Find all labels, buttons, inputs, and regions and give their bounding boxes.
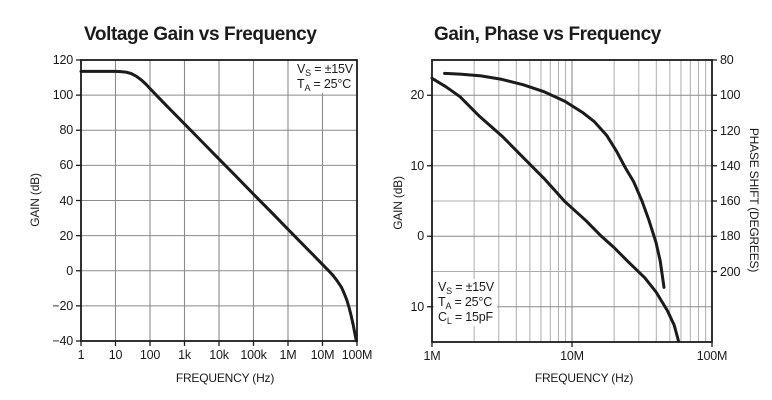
y-tick-label-right: 100 — [720, 88, 741, 103]
y-tick-label-left: 20 — [410, 88, 424, 103]
chart1-title: Voltage Gain vs Frequency — [84, 24, 317, 45]
phase-curve — [443, 71, 666, 289]
condition-text: T — [297, 77, 305, 91]
chart2-gain-axis-label: GAIN (dB) — [391, 176, 405, 230]
condition-line: TA = 25°C — [438, 295, 494, 311]
x-tick-label: 10k — [209, 348, 229, 362]
chart1-x-axis-label: FREQUENCY (Hz) — [175, 371, 275, 385]
chart2-phase-axis-label: PHASE SHIFT (DEGREES) — [747, 127, 761, 273]
condition-text: = ±15V — [310, 62, 353, 76]
y-tick-label-right: 80 — [720, 53, 734, 67]
y-tick-label-right: 120 — [720, 123, 741, 138]
condition-text: T — [438, 295, 446, 309]
condition-text: C — [438, 310, 447, 324]
x-tick-label: 10M — [560, 349, 584, 363]
gain-curve — [430, 76, 680, 343]
condition-text: = 25°C — [310, 77, 352, 91]
x-tick-label: 100M — [696, 349, 728, 363]
y-tick-label-left: 120 — [52, 53, 73, 67]
y-tick-label-right: 180 — [720, 229, 741, 244]
x-tick-label: 100 — [139, 348, 161, 362]
y-tick-label-left: 60 — [59, 158, 73, 173]
plot-conditions: VS = ±15V TA = 25°C — [293, 61, 356, 93]
condition-line: TA = 25°C — [297, 77, 353, 93]
y-tick-label-left: −40 — [52, 334, 73, 348]
condition-line: CL = 15pF — [438, 310, 494, 326]
chart2-x-axis-label: FREQUENCY (Hz) — [534, 371, 634, 385]
x-tick-label: 10M — [310, 348, 335, 362]
plot-conditions: VS = ±15V TA = 25°C CL = 15pF — [434, 279, 497, 326]
y-tick-label-left: 10 — [410, 158, 424, 173]
y-tick-label-left: 10 — [410, 299, 424, 314]
chart2-title: Gain, Phase vs Frequency — [434, 24, 661, 45]
subscript: L — [446, 315, 452, 326]
x-tick-label: 1k — [178, 348, 191, 362]
voltage-gain-curve — [79, 69, 358, 343]
condition-text: = 15pF — [451, 310, 493, 324]
subscript: A — [445, 300, 452, 311]
condition-text: = 25°C — [451, 295, 493, 309]
x-tick-label: 10 — [108, 348, 123, 362]
x-tick-label: 1M — [423, 349, 441, 363]
y-tick-label-right: 140 — [720, 158, 741, 173]
subscript: S — [446, 285, 452, 296]
x-tick-label: 1M — [279, 348, 297, 362]
y-tick-label-right: 160 — [720, 194, 741, 208]
y-tick-label-left: −20 — [52, 298, 73, 313]
subscript: A — [304, 82, 311, 93]
condition-text: V — [297, 62, 306, 76]
y-tick-label-left: 40 — [59, 193, 73, 208]
y-tick-label-left: 100 — [52, 88, 73, 103]
condition-text: = ±15V — [451, 280, 494, 294]
y-tick-label-left: 0 — [66, 263, 73, 278]
x-tick-label: 1 — [77, 348, 85, 362]
condition-text: V — [438, 280, 447, 294]
subscript: S — [305, 67, 311, 78]
y-tick-label-left: 20 — [59, 228, 73, 243]
x-tick-label: 100k — [240, 348, 267, 362]
condition-line: VS = ±15V — [297, 62, 353, 78]
y-tick-label-right: 200 — [720, 264, 741, 279]
y-tick-label-left: 80 — [59, 123, 73, 138]
y-tick-label-left: 0 — [417, 229, 424, 244]
x-tick-label: 100M — [341, 348, 373, 362]
condition-line: VS = ±15V — [438, 280, 494, 296]
